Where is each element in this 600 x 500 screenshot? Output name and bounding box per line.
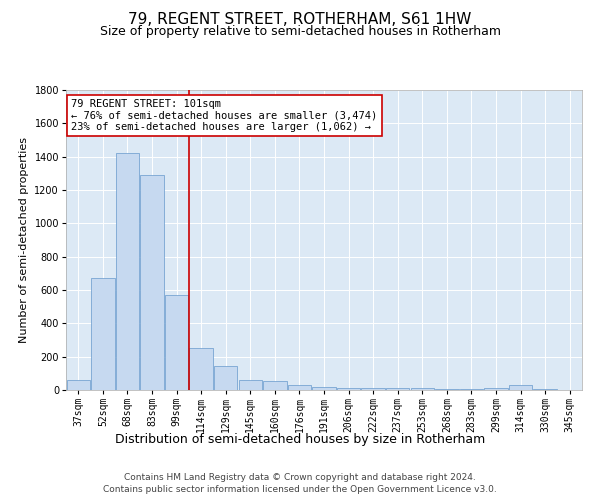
Bar — [288, 385, 311, 390]
Bar — [313, 386, 335, 390]
Text: Contains HM Land Registry data © Crown copyright and database right 2024.: Contains HM Land Registry data © Crown c… — [124, 472, 476, 482]
Bar — [533, 389, 557, 390]
Bar — [337, 388, 360, 390]
Bar — [509, 385, 532, 390]
Bar — [67, 380, 90, 390]
Bar — [239, 380, 262, 390]
Bar — [140, 175, 164, 390]
Bar — [435, 388, 458, 390]
Bar — [263, 381, 287, 390]
Bar — [361, 388, 385, 390]
Bar — [190, 348, 213, 390]
Bar — [460, 389, 483, 390]
Text: Contains public sector information licensed under the Open Government Licence v3: Contains public sector information licen… — [103, 485, 497, 494]
Text: Distribution of semi-detached houses by size in Rotherham: Distribution of semi-detached houses by … — [115, 432, 485, 446]
Bar — [214, 366, 238, 390]
Text: 79 REGENT STREET: 101sqm
← 76% of semi-detached houses are smaller (3,474)
23% o: 79 REGENT STREET: 101sqm ← 76% of semi-d… — [71, 99, 377, 132]
Bar — [484, 388, 508, 390]
Bar — [386, 388, 409, 390]
Text: 79, REGENT STREET, ROTHERHAM, S61 1HW: 79, REGENT STREET, ROTHERHAM, S61 1HW — [128, 12, 472, 28]
Y-axis label: Number of semi-detached properties: Number of semi-detached properties — [19, 137, 29, 343]
Bar — [116, 154, 139, 390]
Text: Size of property relative to semi-detached houses in Rotherham: Size of property relative to semi-detach… — [100, 25, 500, 38]
Bar — [410, 388, 434, 390]
Bar — [165, 295, 188, 390]
Bar — [91, 278, 115, 390]
